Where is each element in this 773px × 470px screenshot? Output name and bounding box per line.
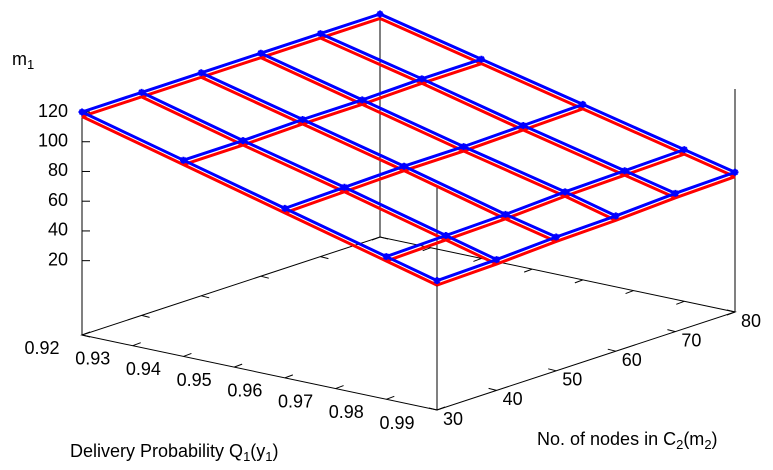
surface-point <box>680 146 688 154</box>
surface-point <box>418 75 426 83</box>
surface-point <box>552 233 560 241</box>
x-tick <box>284 374 294 379</box>
surface-line <box>385 152 685 263</box>
y-tick-label: 80 <box>741 311 761 331</box>
x-tick-label: 0.96 <box>227 381 262 401</box>
x-tick <box>422 247 431 252</box>
surface-point <box>671 189 679 197</box>
surface-line <box>436 170 736 283</box>
surface-point <box>376 10 384 18</box>
x-tick <box>574 279 584 284</box>
surface-point <box>179 156 187 164</box>
surface-line <box>260 56 617 222</box>
x-tick <box>132 342 141 347</box>
z-tick-label: 100 <box>38 130 68 150</box>
z-tick-label: 20 <box>48 249 68 269</box>
surface-point <box>612 212 620 220</box>
y-tick <box>379 236 389 240</box>
surface-point <box>299 116 307 124</box>
surface-line <box>284 107 584 215</box>
x-tick <box>436 406 446 411</box>
x-tick-label: 0.92 <box>24 338 59 358</box>
y-tick-label: 40 <box>503 389 523 409</box>
x-tick <box>726 311 736 316</box>
z-tick-label: 80 <box>48 160 68 180</box>
surface-point <box>579 100 587 108</box>
y-tick <box>428 407 438 411</box>
x-tick <box>676 300 685 305</box>
surface-point <box>731 168 739 176</box>
x-tick-label: 0.99 <box>379 413 414 433</box>
x-tick-label: 0.95 <box>177 370 212 390</box>
surface-line <box>182 57 482 162</box>
y-tick-label: 30 <box>443 409 463 429</box>
surface-point <box>78 108 86 116</box>
x-tick <box>386 395 395 400</box>
surface-point <box>382 253 390 261</box>
surface-point <box>433 277 441 285</box>
surface-point <box>400 162 408 170</box>
x-tick <box>473 257 482 262</box>
x-tick <box>625 290 634 295</box>
surface-point <box>197 69 205 77</box>
x-tick-label: 0.93 <box>75 348 110 368</box>
surface-point <box>493 256 501 264</box>
y-tick <box>260 275 269 279</box>
surface-line <box>319 36 677 200</box>
surface-point <box>519 122 527 130</box>
surface-point <box>442 231 450 239</box>
surface-line <box>284 103 584 210</box>
surface-line <box>81 17 381 118</box>
surface-point <box>239 137 247 145</box>
y-tick <box>726 309 736 313</box>
surface-point <box>281 204 289 212</box>
surface-line <box>81 12 381 114</box>
x-tick <box>371 236 381 241</box>
surface-point <box>477 55 485 63</box>
x-tick <box>233 363 243 368</box>
y-tick-label: 60 <box>622 350 642 370</box>
z-tick-label: 60 <box>48 190 68 210</box>
surface-line <box>436 175 736 287</box>
surface-point <box>138 88 146 96</box>
surface-point <box>340 183 348 191</box>
surface-line <box>385 148 685 258</box>
x-tick <box>335 385 344 390</box>
y-tick-label: 70 <box>681 330 701 350</box>
surface-point <box>501 210 509 218</box>
y-tick <box>141 314 150 318</box>
y-tick <box>488 387 497 391</box>
y-tick <box>81 334 91 338</box>
x-tick-label: 0.94 <box>126 359 161 379</box>
surface-line <box>140 95 498 266</box>
surface-line <box>182 62 482 167</box>
surface-line <box>379 17 736 179</box>
y-tick <box>607 348 616 352</box>
x-tick-label: 0.98 <box>329 402 364 422</box>
surface-line <box>200 75 557 243</box>
x-tick <box>523 268 533 273</box>
y-tick <box>548 368 557 372</box>
x-tick <box>183 352 192 357</box>
y-tick <box>320 256 329 260</box>
y-tick-label: 50 <box>562 370 582 390</box>
y-tick <box>667 329 676 333</box>
z-tick-label: 40 <box>48 220 68 240</box>
surface-point <box>358 96 366 104</box>
surface-line <box>81 115 438 287</box>
surface-point <box>316 30 324 38</box>
y-tick <box>201 295 210 299</box>
surface-point <box>561 188 569 196</box>
y-axis-label: No. of nodes in C2(m2) <box>537 429 718 453</box>
z-tick-label: 120 <box>38 101 68 121</box>
surface-point <box>460 143 468 151</box>
surface-point <box>257 49 265 57</box>
x-axis-label: Delivery Probability Q1(y1) <box>70 441 279 465</box>
surface-point <box>621 167 629 175</box>
z-axis-label: m1 <box>12 49 34 73</box>
x-tick <box>81 331 91 336</box>
x-tick-label: 0.97 <box>278 391 313 411</box>
